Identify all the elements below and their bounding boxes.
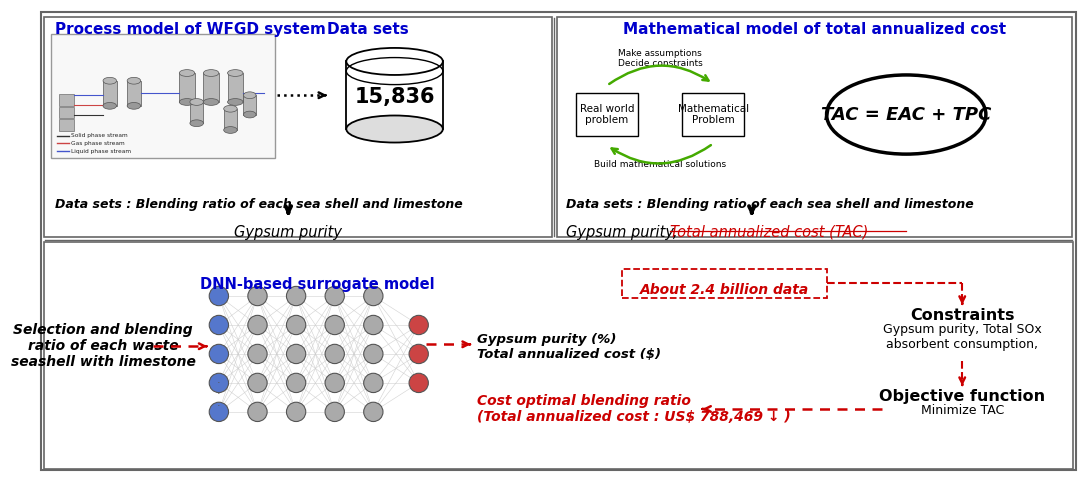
Text: Mathematical
Problem: Mathematical Problem <box>677 104 748 125</box>
Circle shape <box>286 402 306 422</box>
Ellipse shape <box>190 99 203 106</box>
Circle shape <box>210 315 229 335</box>
Circle shape <box>364 402 383 422</box>
Text: Data sets : Blending ratio of each sea shell and limestone: Data sets : Blending ratio of each sea s… <box>566 198 974 211</box>
Ellipse shape <box>224 127 238 134</box>
Circle shape <box>247 373 267 392</box>
Text: Cost optimal blending ratio: Cost optimal blending ratio <box>476 394 690 409</box>
Circle shape <box>325 373 345 392</box>
Ellipse shape <box>179 99 194 106</box>
FancyBboxPatch shape <box>44 17 552 237</box>
Text: (Total annualized cost : US$ 788,469 ↓ ): (Total annualized cost : US$ 788,469 ↓ ) <box>476 410 791 424</box>
Text: 15,836: 15,836 <box>354 87 435 107</box>
FancyBboxPatch shape <box>576 94 638 136</box>
Circle shape <box>325 402 345 422</box>
Circle shape <box>409 315 429 335</box>
Text: About 2.4 billion data: About 2.4 billion data <box>640 283 809 297</box>
Ellipse shape <box>203 69 219 77</box>
FancyBboxPatch shape <box>683 94 744 136</box>
Circle shape <box>364 286 383 306</box>
FancyBboxPatch shape <box>41 12 1076 470</box>
Ellipse shape <box>224 106 238 112</box>
Ellipse shape <box>103 78 117 84</box>
Ellipse shape <box>228 99 243 106</box>
FancyBboxPatch shape <box>179 73 194 102</box>
Ellipse shape <box>243 92 256 99</box>
FancyBboxPatch shape <box>228 73 243 102</box>
Ellipse shape <box>347 48 443 75</box>
Text: Process model of WFGD system: Process model of WFGD system <box>55 22 326 37</box>
Text: DNN-based surrogate model: DNN-based surrogate model <box>200 277 434 292</box>
Ellipse shape <box>179 69 194 77</box>
Text: Gypsum purity: Gypsum purity <box>234 225 342 240</box>
Text: Gypsum purity,: Gypsum purity, <box>566 225 683 240</box>
Ellipse shape <box>103 103 117 109</box>
Circle shape <box>247 286 267 306</box>
Text: Gas phase stream: Gas phase stream <box>71 141 125 146</box>
Text: Total annualized cost ($): Total annualized cost ($) <box>476 348 661 361</box>
Circle shape <box>286 286 306 306</box>
Circle shape <box>325 344 345 363</box>
Text: ·
·
·: · · · <box>217 378 220 411</box>
Ellipse shape <box>127 103 140 109</box>
Circle shape <box>247 344 267 363</box>
Text: Build mathematical solutions: Build mathematical solutions <box>594 160 726 169</box>
Circle shape <box>325 315 345 335</box>
Text: Liquid phase stream: Liquid phase stream <box>71 149 132 154</box>
Text: Minimize TAC: Minimize TAC <box>920 404 1003 417</box>
Circle shape <box>247 315 267 335</box>
Text: Real world
problem: Real world problem <box>580 104 634 125</box>
Circle shape <box>409 344 429 363</box>
FancyBboxPatch shape <box>224 109 238 130</box>
FancyBboxPatch shape <box>58 120 75 131</box>
Ellipse shape <box>190 120 203 127</box>
Circle shape <box>210 344 229 363</box>
Circle shape <box>364 344 383 363</box>
Ellipse shape <box>826 75 986 154</box>
Text: Solid phase stream: Solid phase stream <box>71 133 127 138</box>
Circle shape <box>364 315 383 335</box>
Circle shape <box>210 373 229 392</box>
Ellipse shape <box>347 116 443 143</box>
FancyBboxPatch shape <box>44 242 1074 469</box>
FancyBboxPatch shape <box>557 17 1072 237</box>
FancyBboxPatch shape <box>58 107 75 119</box>
Circle shape <box>325 286 345 306</box>
Ellipse shape <box>228 69 243 77</box>
FancyBboxPatch shape <box>622 269 827 298</box>
Text: Data sets: Data sets <box>327 22 408 37</box>
FancyBboxPatch shape <box>203 73 219 102</box>
Circle shape <box>247 402 267 422</box>
Text: Make assumptions
Decide constraints: Make assumptions Decide constraints <box>618 49 702 68</box>
Ellipse shape <box>127 78 140 84</box>
Text: Gypsum purity (%): Gypsum purity (%) <box>476 333 616 346</box>
Circle shape <box>409 373 429 392</box>
Text: Mathematical model of total annualized cost: Mathematical model of total annualized c… <box>623 22 1007 37</box>
Text: Constraints: Constraints <box>910 308 1014 322</box>
Text: Gypsum purity, Total SOx
absorbent consumption,: Gypsum purity, Total SOx absorbent consu… <box>882 323 1041 351</box>
Circle shape <box>210 286 229 306</box>
Circle shape <box>210 402 229 422</box>
Circle shape <box>364 373 383 392</box>
Circle shape <box>286 344 306 363</box>
FancyBboxPatch shape <box>243 95 256 115</box>
Text: Data sets : Blending ratio of each sea shell and limestone: Data sets : Blending ratio of each sea s… <box>55 198 462 211</box>
FancyBboxPatch shape <box>347 61 443 129</box>
Circle shape <box>286 373 306 392</box>
Text: Objective function: Objective function <box>879 388 1045 404</box>
Text: Selection and blending
ratio of each waste
seashell with limestone: Selection and blending ratio of each was… <box>11 323 195 369</box>
Ellipse shape <box>203 99 219 106</box>
Text: TAC = EAC + TPC: TAC = EAC + TPC <box>821 106 991 123</box>
FancyBboxPatch shape <box>58 94 75 106</box>
FancyBboxPatch shape <box>127 81 140 106</box>
Ellipse shape <box>243 111 256 118</box>
FancyBboxPatch shape <box>103 81 117 106</box>
FancyBboxPatch shape <box>51 34 275 158</box>
FancyBboxPatch shape <box>190 102 203 123</box>
Text: Total annualized cost (TAC): Total annualized cost (TAC) <box>670 225 868 240</box>
Circle shape <box>286 315 306 335</box>
